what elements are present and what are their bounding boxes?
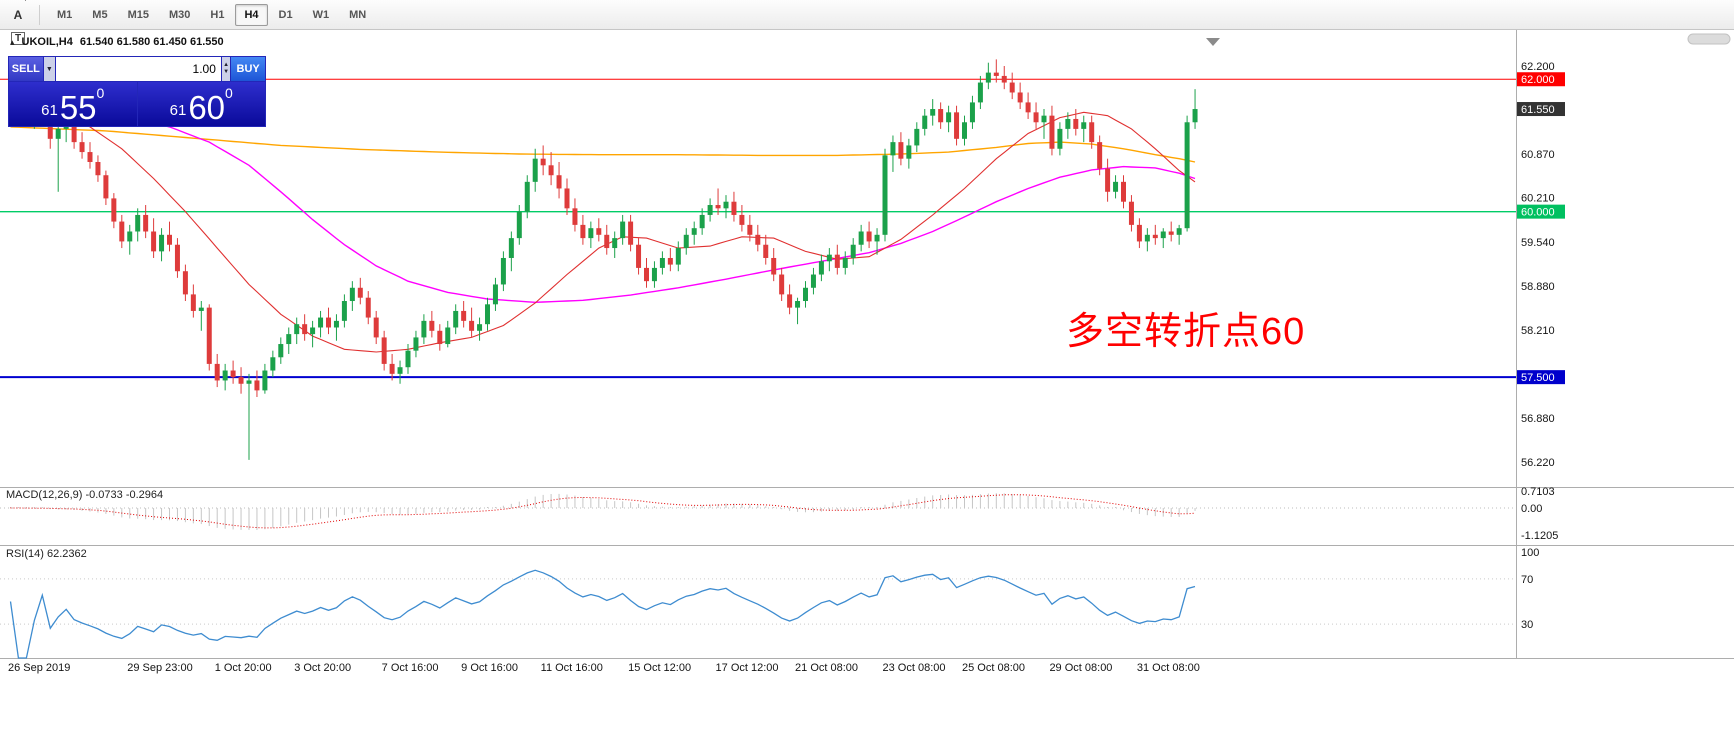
bid-price-big: 55 xyxy=(59,88,97,126)
price-badge-61.550 xyxy=(1517,102,1565,117)
rsi-panel: RSI(14) 62.2362 100 70 30 xyxy=(0,547,1539,659)
volume-input[interactable] xyxy=(55,57,221,81)
macd-signal-line[interactable] xyxy=(10,494,1196,529)
oneclick-collapse-toggle[interactable]: ▴ xyxy=(10,36,15,47)
macd-axis-label: 0.00 xyxy=(1521,503,1542,515)
time-axis-label: 26 Sep 2019 xyxy=(8,662,70,674)
timeframe-H4[interactable]: H4 xyxy=(235,3,268,26)
rsi-line[interactable] xyxy=(9,569,1196,659)
price-axis-label: 60.210 xyxy=(1521,193,1555,205)
timeframe-M5[interactable]: M5 xyxy=(92,8,108,21)
price-axis-label: 58.880 xyxy=(1521,281,1555,293)
timeframe-MN[interactable]: MN xyxy=(349,8,367,21)
ask-price-big: 60 xyxy=(188,88,226,126)
timeframe-M1[interactable]: M1 xyxy=(57,8,73,21)
ma-medium-magenta[interactable] xyxy=(10,103,1196,304)
buy-button[interactable]: BUY xyxy=(231,57,265,81)
ma-fast-red[interactable] xyxy=(10,111,1196,353)
text-box-tool-icon[interactable]: T xyxy=(5,27,31,51)
timeframe-H1[interactable]: H1 xyxy=(210,8,225,21)
one-click-trading-panel: SELL ▼ ▲ ▼ BUY 61 55 0 61 xyxy=(8,56,266,127)
time-axis-label: 29 Sep 23:00 xyxy=(127,662,192,674)
price-axis: 62.200 60.870 60.210 59.540 58.880 58.210 57.5… xyxy=(1517,61,1565,469)
ask-price-sup: 0 xyxy=(225,85,233,101)
toolbar-separator xyxy=(39,4,40,25)
ma-slow-orange[interactable] xyxy=(10,126,1196,163)
price-chart-canvas[interactable]: 62.200 60.870 60.210 59.540 58.880 58.210 57.5… xyxy=(0,30,1734,754)
stepper-up-icon: ▲ xyxy=(223,61,230,68)
chart-shift-marker[interactable] xyxy=(1206,38,1220,46)
ask-price-prefix: 61 xyxy=(169,102,187,119)
price-axis-label: 56.880 xyxy=(1521,413,1555,425)
time-axis-label: 29 Oct 08:00 xyxy=(1049,662,1112,674)
volume-stepper[interactable]: ▲ ▼ xyxy=(221,57,231,81)
text-annotation-tool-icon[interactable]: A xyxy=(13,7,23,22)
price-badge-62.000 xyxy=(1517,72,1565,87)
macd-axis-label: 0.7103 xyxy=(1521,486,1555,498)
timeframe-W1[interactable]: W1 xyxy=(312,8,330,21)
price-axis-label: 62.200 xyxy=(1521,61,1555,73)
price-axis-label: 60.870 xyxy=(1521,149,1555,161)
moving-averages-layer xyxy=(10,103,1196,353)
time-axis-label: 9 Oct 16:00 xyxy=(461,662,518,674)
time-axis-label: 21 Oct 08:00 xyxy=(795,662,858,674)
macd-axis-label: -1.1205 xyxy=(1521,530,1558,542)
ask-price-display[interactable]: 61 60 0 xyxy=(137,82,265,126)
ohlc-values: 61.540 61.580 61.450 61.550 xyxy=(79,36,224,48)
rsi-axis-label: 30 xyxy=(1521,619,1533,631)
timeframe-button-group: M1 M5 M15 M30 H1 H4 D1 W1 MN xyxy=(47,3,376,26)
price-badge-60.000 xyxy=(1517,204,1565,219)
time-axis-label: 11 Oct 16:00 xyxy=(541,662,603,674)
time-axis-label: 23 Oct 08:00 xyxy=(883,662,946,674)
timeframe-M15[interactable]: M15 xyxy=(127,8,149,21)
price-badge-label: 61.550 xyxy=(1521,104,1555,116)
time-axis: 26 Sep 2019 29 Sep 23:00 1 Oct 20:00 3 Oct … xyxy=(8,662,1200,674)
bid-price-sup: 0 xyxy=(96,85,105,101)
price-badge-label: 62.000 xyxy=(1521,74,1555,86)
price-badge-label: 57.500 xyxy=(1521,372,1555,384)
volume-dropdown-button[interactable]: ▼ xyxy=(43,57,55,81)
timeframe-M30[interactable]: M30 xyxy=(168,8,191,21)
macd-label: MACD(12,26,9) -0.0733 -0.2964 xyxy=(6,489,163,501)
chart-area: 62.200 60.870 60.210 59.540 58.880 58.210 57.5… xyxy=(0,30,1734,754)
price-axis-label: 59.540 xyxy=(1521,237,1555,249)
rsi-axis-label: 100 xyxy=(1521,547,1539,559)
scrollbar-thumb[interactable] xyxy=(1687,33,1731,45)
candles-layer xyxy=(8,59,1198,460)
symbol-name: UKOIL,H4 xyxy=(21,36,73,48)
time-axis-label: 3 Oct 20:00 xyxy=(294,662,351,674)
price-axis-label: 58.210 xyxy=(1521,325,1555,337)
chevron-down-icon: ▼ xyxy=(45,65,53,73)
rsi-axis-label: 70 xyxy=(1521,574,1533,586)
rsi-label: RSI(14) 62.2362 xyxy=(6,548,87,560)
time-axis-label: 25 Oct 08:00 xyxy=(962,662,1025,674)
icon-letter-badge: F xyxy=(25,0,29,3)
bid-price-display[interactable]: 61 55 0 xyxy=(9,82,137,126)
bid-price-prefix: 61 xyxy=(41,102,58,119)
stepper-down-icon: ▼ xyxy=(223,69,230,75)
price-axis-label: 56.220 xyxy=(1521,457,1555,469)
timeframe-D1[interactable]: D1 xyxy=(278,8,293,21)
time-axis-label: 15 Oct 12:00 xyxy=(628,662,691,674)
time-axis-label: 7 Oct 16:00 xyxy=(382,662,439,674)
symbol-ohlc-line: ▴ UKOIL,H4 61.540 61.580 61.450 61.550 xyxy=(10,36,224,48)
price-badge-label: 60.000 xyxy=(1521,207,1555,219)
time-axis-label: 1 Oct 20:00 xyxy=(215,662,272,674)
macd-panel: MACD(12,26,9) -0.0733 -0.2964 0.7103 0.00 -… xyxy=(0,486,1558,542)
grid-icon[interactable]: F xyxy=(5,0,31,3)
time-axis-label: 31 Oct 08:00 xyxy=(1137,662,1200,674)
time-axis-label: 17 Oct 12:00 xyxy=(716,662,779,674)
sell-button[interactable]: SELL xyxy=(9,57,43,81)
price-badge-57.500 xyxy=(1517,370,1565,385)
